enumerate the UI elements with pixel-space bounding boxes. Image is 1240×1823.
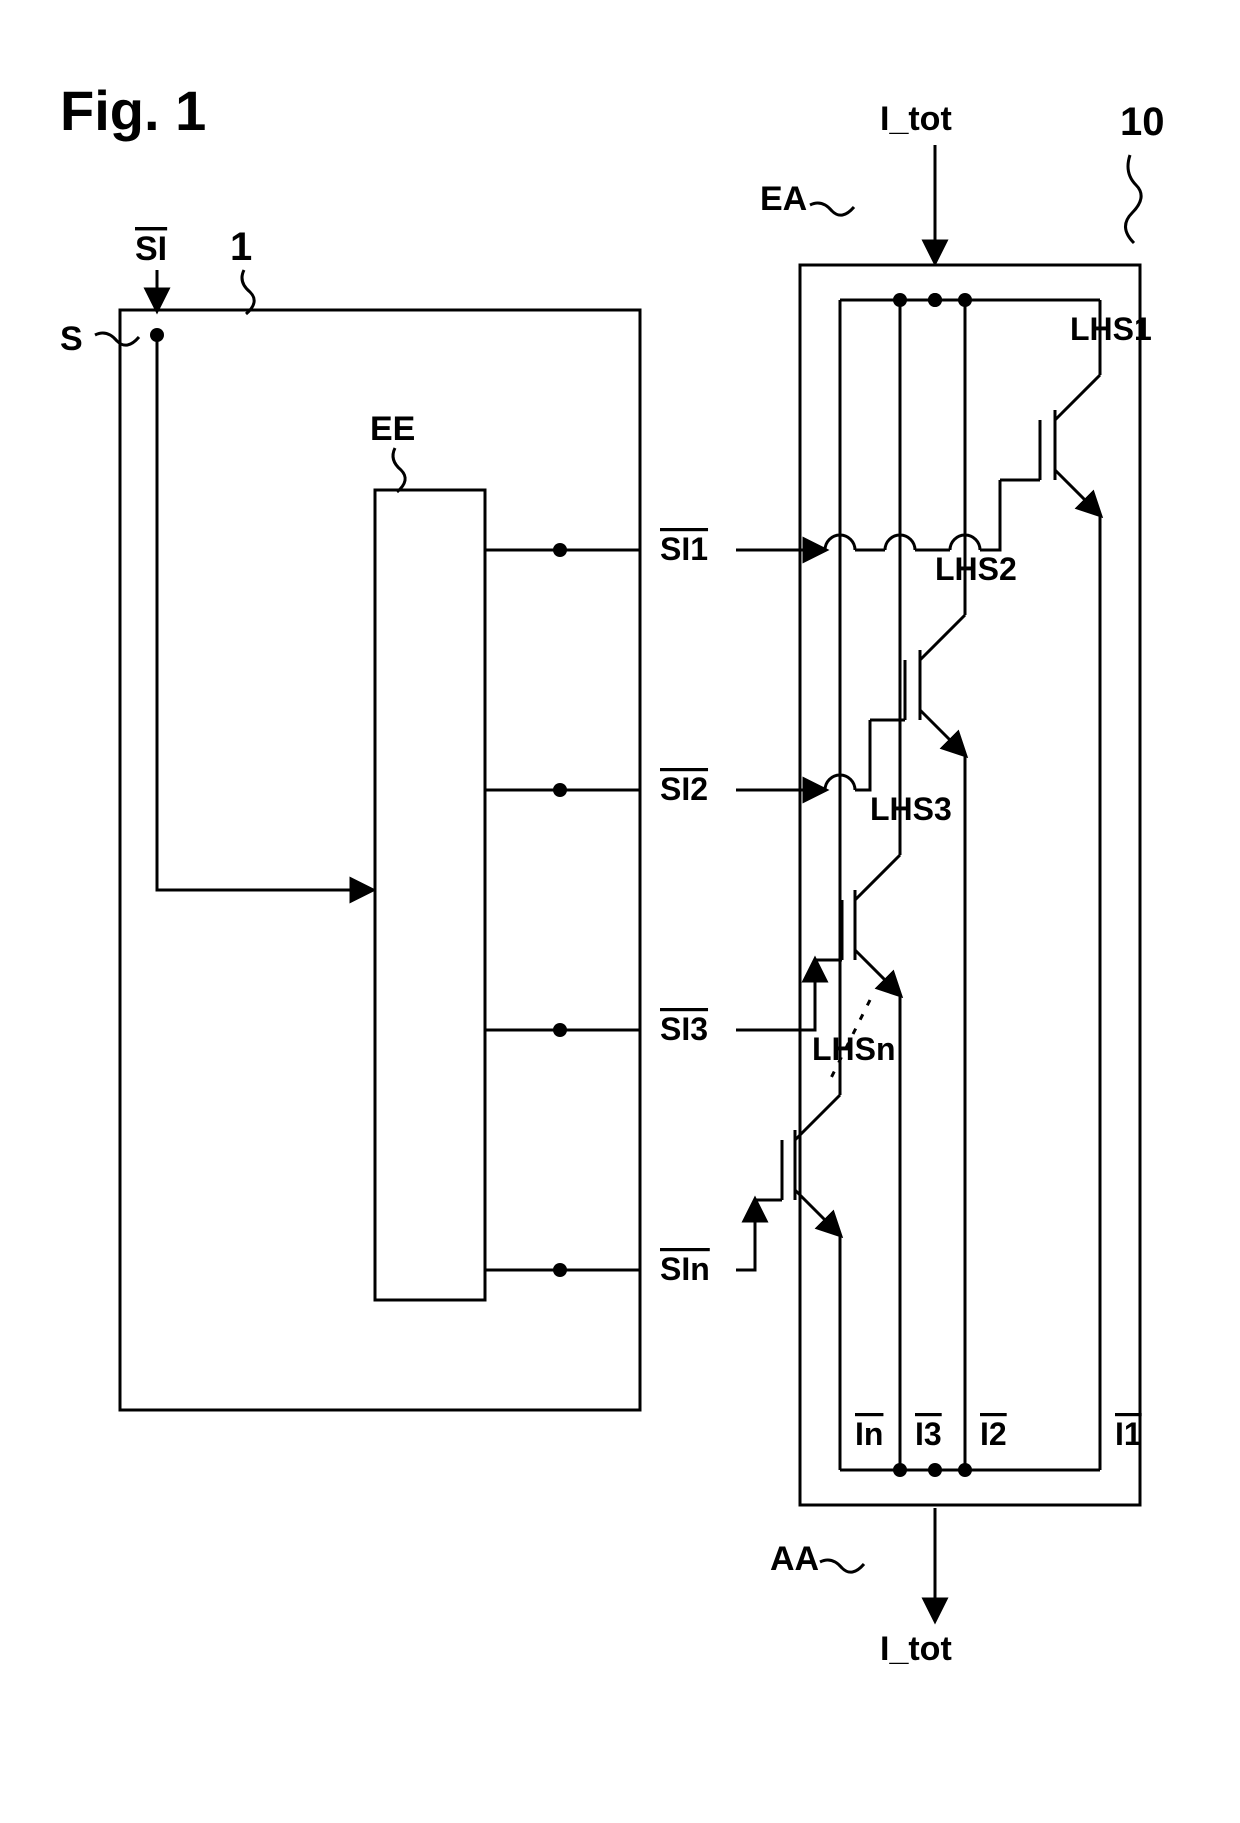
figure-caption: Fig. 1 — [60, 79, 206, 142]
power-box — [800, 265, 1140, 1505]
squiggle-s — [95, 333, 139, 345]
ref-10: 10 — [1120, 100, 1165, 144]
i2-label: I2 — [980, 1416, 1007, 1452]
si2-label: SI2 — [660, 771, 708, 807]
circuit-diagram: Fig. 1 10 1 EE SI S EA I_tot AA I_tot — [0, 0, 1240, 1823]
itot-top: I_tot — [880, 100, 952, 138]
i1-label: I1 — [1115, 1416, 1142, 1452]
si3-label: SI3 — [660, 1011, 708, 1047]
squiggle-ea — [810, 203, 854, 215]
i3-label: I3 — [915, 1416, 942, 1452]
lhs2-label: LHS2 — [935, 551, 1017, 587]
si-internal — [157, 335, 372, 890]
branch-1: LHS1 I1 SI1 — [485, 300, 1152, 1470]
in-label: In — [855, 1416, 883, 1452]
ee-label: EE — [370, 410, 415, 448]
si1-label: SI1 — [660, 531, 708, 567]
controller-box — [120, 310, 640, 1410]
aa-label: AA — [770, 1540, 819, 1578]
itot-bot: I_tot — [880, 1630, 952, 1668]
si-label: SI — [135, 230, 167, 268]
squiggle-10 — [1125, 155, 1141, 243]
s-label: S — [60, 320, 83, 358]
lhsn-label: LHSn — [812, 1031, 896, 1067]
ee-box — [375, 490, 485, 1300]
sin-label: SIn — [660, 1251, 710, 1287]
ref-1: 1 — [230, 225, 252, 269]
branch-2: LHS2 I2 SI2 — [485, 293, 1017, 1477]
aa-node — [928, 1463, 942, 1477]
lhs3-label: LHS3 — [870, 791, 952, 827]
squiggle-ee — [393, 448, 405, 492]
squiggle-aa — [820, 1560, 864, 1572]
lhs1-label: LHS1 — [1070, 311, 1152, 347]
ea-label: EA — [760, 180, 807, 218]
squiggle-1 — [242, 270, 254, 314]
branch-n: LHSn In SIn — [485, 300, 896, 1470]
branch-3: LHS3 I3 SI3 — [485, 293, 952, 1477]
